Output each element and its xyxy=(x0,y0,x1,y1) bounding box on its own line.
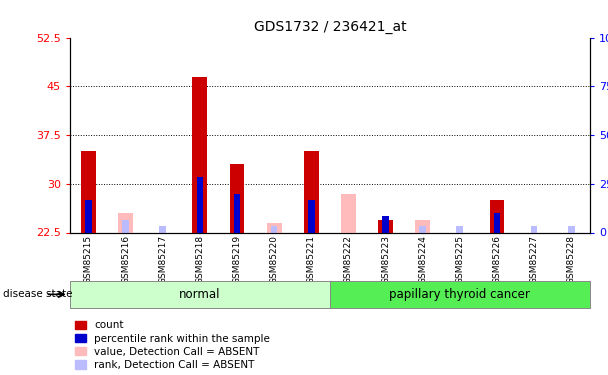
Bar xyxy=(568,226,575,232)
Text: GSM85225: GSM85225 xyxy=(455,235,465,284)
Text: GSM85218: GSM85218 xyxy=(195,235,204,284)
Bar xyxy=(70,281,330,308)
Bar xyxy=(420,226,426,232)
Text: GSM85221: GSM85221 xyxy=(307,235,316,284)
Bar xyxy=(159,226,166,232)
Text: GSM85227: GSM85227 xyxy=(530,235,539,284)
Legend: count, percentile rank within the sample, value, Detection Call = ABSENT, rank, : count, percentile rank within the sample… xyxy=(75,320,270,370)
Bar xyxy=(382,216,389,232)
Text: GSM85226: GSM85226 xyxy=(492,235,502,284)
Title: GDS1732 / 236421_at: GDS1732 / 236421_at xyxy=(254,20,406,34)
Text: GSM85215: GSM85215 xyxy=(84,235,93,284)
Bar xyxy=(233,194,240,232)
Bar xyxy=(118,213,133,232)
Bar xyxy=(122,219,129,232)
Bar xyxy=(489,200,505,232)
Text: GSM85223: GSM85223 xyxy=(381,235,390,284)
Text: disease state: disease state xyxy=(3,290,72,299)
Bar xyxy=(267,223,282,232)
Bar xyxy=(457,226,463,232)
Text: GSM85216: GSM85216 xyxy=(121,235,130,284)
Text: normal: normal xyxy=(179,288,221,301)
Bar xyxy=(196,177,203,232)
Bar xyxy=(304,151,319,232)
Bar xyxy=(531,226,537,232)
Bar xyxy=(271,226,277,232)
Bar xyxy=(330,281,590,308)
Text: papillary thyroid cancer: papillary thyroid cancer xyxy=(389,288,530,301)
Text: GSM85220: GSM85220 xyxy=(269,235,278,284)
Bar xyxy=(193,76,207,232)
Bar xyxy=(81,151,96,232)
Bar xyxy=(341,194,356,232)
Bar xyxy=(230,164,244,232)
Bar xyxy=(378,219,393,232)
Bar xyxy=(308,200,314,232)
Text: GSM85219: GSM85219 xyxy=(232,235,241,284)
Text: GSM85217: GSM85217 xyxy=(158,235,167,284)
Text: GSM85222: GSM85222 xyxy=(344,235,353,284)
Text: GSM85224: GSM85224 xyxy=(418,235,427,284)
Bar xyxy=(85,200,92,232)
Bar xyxy=(415,219,430,232)
Bar xyxy=(494,213,500,232)
Text: GSM85228: GSM85228 xyxy=(567,235,576,284)
